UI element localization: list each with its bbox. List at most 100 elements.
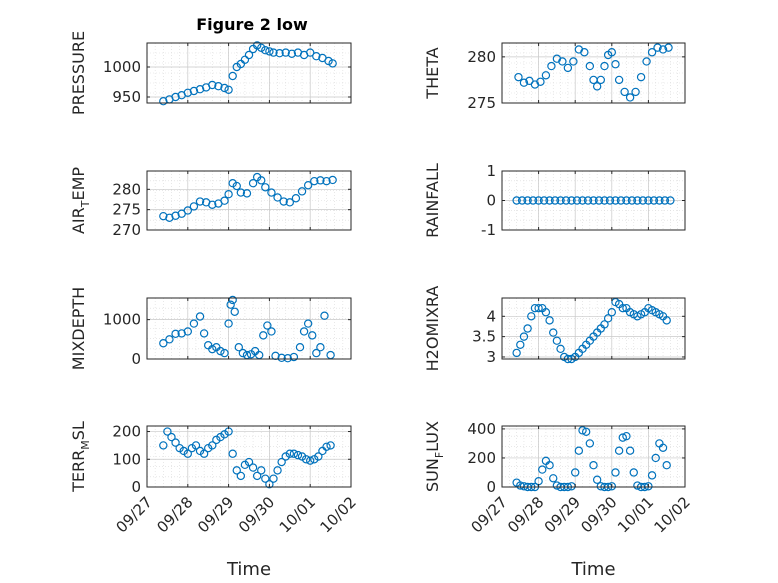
data-point [572, 196, 582, 205]
data-point [322, 176, 331, 186]
data-point [316, 176, 325, 185]
data-point [549, 474, 558, 483]
y-tick-label: 3.5 [472, 328, 496, 346]
data-point [328, 59, 337, 68]
y-tick-label: 950 [112, 88, 141, 106]
data-point [183, 449, 192, 458]
axes-box [146, 42, 352, 104]
data-point [585, 439, 595, 448]
data-point [620, 87, 629, 97]
data-point [224, 319, 233, 328]
data-point [189, 319, 199, 328]
subplot-1: 950 1000 PRESSURE [69, 31, 352, 115]
data-point [600, 320, 609, 329]
data-point [664, 43, 673, 52]
axes-box [146, 425, 352, 488]
y-tick-label: 270 [112, 221, 141, 239]
data-point [228, 449, 237, 458]
data-point [625, 446, 635, 455]
data-point [589, 461, 598, 470]
data-point [636, 72, 646, 82]
data-point [633, 196, 642, 205]
data-point [224, 85, 233, 95]
data-point [558, 57, 567, 66]
data-point [541, 71, 551, 80]
data-point [310, 176, 319, 186]
data-point [569, 57, 578, 66]
data-point [580, 48, 589, 57]
data-point [281, 48, 290, 57]
data-point [232, 181, 241, 191]
y-tick-label: 3 [486, 348, 496, 366]
data-point [605, 196, 615, 205]
data-point [642, 57, 651, 66]
data-point [658, 45, 668, 54]
data-point [581, 427, 591, 437]
data-point [273, 193, 282, 202]
data-point [607, 482, 617, 491]
data-point [265, 47, 274, 56]
data-point [316, 342, 325, 352]
data-point [248, 179, 258, 188]
data-point [261, 474, 270, 483]
data-point [301, 455, 311, 464]
data-point [622, 431, 631, 441]
data-point [297, 187, 307, 196]
data-point [159, 339, 168, 348]
y-tick-label: -1 [481, 221, 496, 239]
data-point [596, 75, 606, 85]
data-point [252, 471, 262, 481]
data-point [191, 441, 201, 450]
data-point [261, 183, 270, 192]
y-axis-label: RAINFALL [423, 163, 442, 238]
axes-box [146, 170, 352, 231]
data-point [159, 96, 168, 106]
data-point [611, 60, 620, 69]
data-point [224, 189, 233, 199]
data-point [240, 55, 250, 65]
data-point [183, 88, 192, 98]
data-point [614, 75, 624, 85]
data-point [534, 303, 543, 313]
data-point [208, 344, 217, 354]
data-point [257, 43, 266, 53]
data-point [523, 196, 532, 205]
x-axis-label: Time [226, 559, 271, 580]
data-point [616, 196, 626, 205]
data-point [550, 196, 560, 205]
subplot-2: 275 280 THETA [423, 42, 686, 112]
data-point [312, 52, 321, 61]
y-tick-label: 400 [467, 420, 496, 438]
data-point [236, 471, 246, 481]
data-point [326, 441, 335, 450]
data-point [234, 342, 243, 352]
data-point [289, 352, 299, 362]
data-point [226, 300, 235, 309]
data-point [267, 327, 276, 336]
y-axis-label: SUNFLUX [423, 421, 446, 492]
data-point [220, 196, 229, 205]
data-point [208, 200, 217, 209]
data-point [644, 482, 653, 491]
data-point [257, 176, 266, 185]
data-point [244, 457, 254, 467]
data-point [189, 202, 199, 211]
data-point [238, 348, 248, 358]
y-axis-label: TERRMSL [69, 421, 92, 493]
data-point [545, 316, 554, 325]
data-point [512, 348, 521, 358]
data-point [214, 81, 223, 91]
data-point [293, 450, 303, 460]
data-point [228, 71, 237, 81]
data-point [320, 311, 329, 320]
data-point [578, 426, 587, 435]
data-point [277, 457, 286, 467]
data-point [328, 175, 337, 185]
data-point [285, 449, 294, 458]
data-point [230, 307, 239, 316]
data-point [538, 465, 547, 474]
y-tick-label: 0 [486, 478, 496, 496]
data-point [563, 63, 573, 73]
data-point [589, 196, 598, 205]
